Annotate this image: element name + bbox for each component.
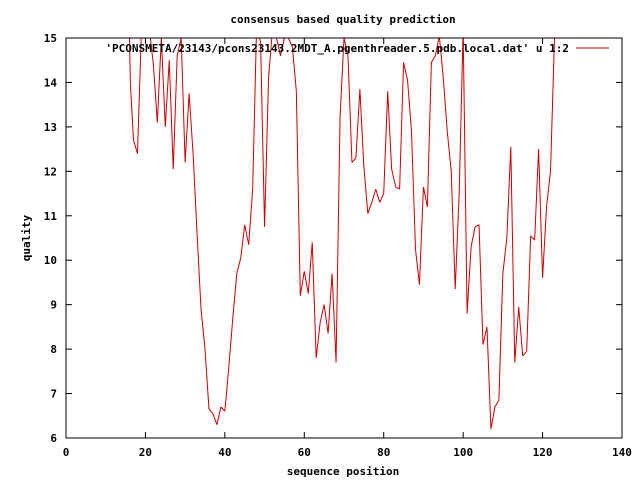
legend: 'PCONSMETA/23143/pcons23143.2MDT_A.pgent… [105,42,609,55]
y-tick-label: 9 [50,299,57,312]
x-tick-label: 80 [377,446,390,459]
x-tick-label: 40 [218,446,231,459]
y-tick-label: 14 [44,76,58,89]
x-tick-label: 20 [139,446,152,459]
y-tick-label: 15 [44,32,57,45]
series-line [129,37,555,430]
plot-frame [65,37,623,439]
x-tick-label: 120 [533,446,553,459]
y-tick-label: 7 [50,388,57,401]
y-tick-label: 8 [50,343,57,356]
y-tick-label: 11 [44,210,58,223]
tick-labels: 0 20 40 60 80 100 120 140 6 7 8 9 10 11 12 13 14 15 [44,32,632,459]
y-tick-label: 6 [50,432,57,445]
x-tick-label: 60 [298,446,311,459]
y-tick-label: 12 [44,165,57,178]
chart-title: consensus based quality prediction [230,13,455,26]
x-tick-label: 0 [63,446,70,459]
x-tick-label: 140 [612,446,632,459]
x-tick-label: 100 [453,446,473,459]
y-axis-label: quality [20,214,33,261]
y-tick-label: 10 [44,254,57,267]
legend-label: 'PCONSMETA/23143/pcons23143.2MDT_A.pgent… [105,42,569,55]
y-tick-label: 13 [44,121,57,134]
x-axis-label: sequence position [287,465,400,478]
